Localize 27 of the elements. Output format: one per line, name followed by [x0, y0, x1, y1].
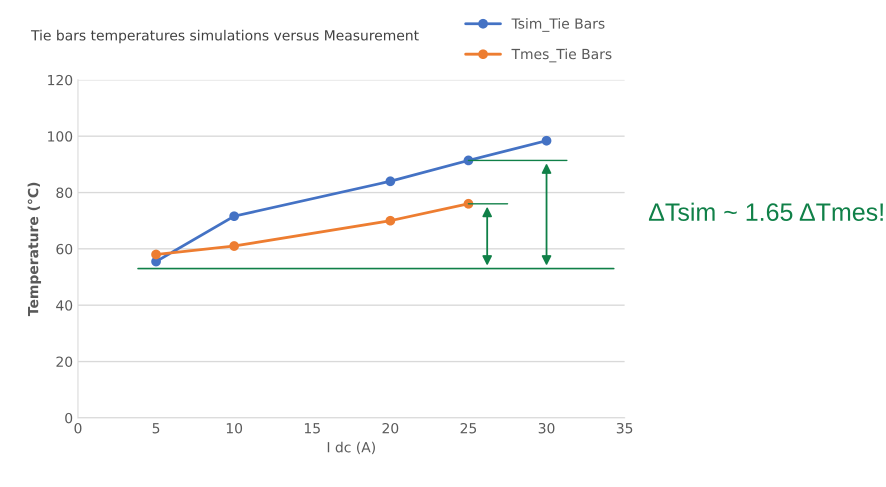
x-tick-label: 25 — [460, 422, 476, 434]
point — [385, 216, 396, 226]
point — [151, 250, 161, 260]
y-tick-label: 80 — [56, 187, 72, 198]
x-tick-label: 20 — [382, 422, 398, 434]
point — [385, 176, 396, 186]
point — [542, 136, 552, 146]
y-tick-label: 40 — [56, 300, 72, 311]
legend-label: Tsim_Tie Bars — [512, 18, 604, 32]
x-axis-title: I dc (A) — [328, 442, 375, 454]
point — [229, 211, 240, 222]
point — [229, 241, 240, 251]
y-axis-title: Temperature (°C) — [28, 182, 42, 316]
y-tick-label: 60 — [56, 244, 72, 254]
x-tick-label: 35 — [616, 422, 632, 434]
x-tick-label: 30 — [538, 422, 554, 434]
text: ΔTsim ~ 1.65 ΔTmes! — [648, 202, 883, 221]
x-tick-label: 15 — [304, 423, 320, 434]
y-tick-label: 100 — [48, 131, 72, 142]
chart-title: Tie bars temperatures simulations versus Measurement — [30, 30, 419, 44]
y-tick-label: 120 — [48, 74, 72, 86]
legend-label: Tmes_Tie Bars — [512, 48, 612, 62]
x-tick-label: 0 — [74, 422, 82, 434]
y-tick-label: 20 — [56, 356, 72, 367]
x-tick-label: 5 — [152, 423, 160, 434]
y-tick-label: 0 — [65, 412, 72, 424]
x-tick-label: 10 — [226, 422, 242, 434]
